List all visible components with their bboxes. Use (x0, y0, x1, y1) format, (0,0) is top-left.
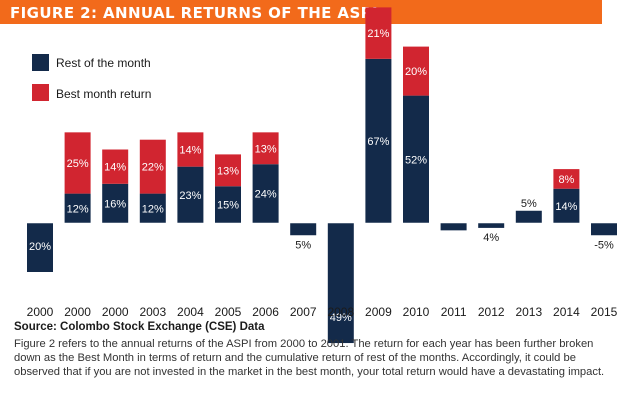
label-best-3: 22% (142, 162, 164, 174)
label-rest-9: 67% (367, 136, 389, 148)
year-tick-12: 2012 (478, 305, 505, 319)
label-best-14: 8% (558, 174, 574, 186)
legend-swatch-best (32, 84, 49, 101)
label-rest-12: 4% (483, 232, 499, 244)
year-tick-1: 2000 (64, 305, 91, 319)
legend-swatch-rest (32, 54, 49, 71)
label-rest-14: 14% (555, 201, 577, 213)
bar-rest-15 (591, 223, 617, 236)
year-tick-13: 2013 (515, 305, 542, 319)
year-tick-10: 2010 (403, 305, 430, 319)
label-rest-15: -5% (594, 239, 614, 251)
year-tick-15: 2015 (591, 305, 618, 319)
legend-label-rest: Rest of the month (56, 56, 151, 70)
label-best-9: 21% (367, 28, 389, 40)
label-rest-0: 20% (29, 241, 51, 253)
bar-rest-13 (515, 210, 542, 223)
chart-title: FIGURE 2: ANNUAL RETURNS OF THE ASPI (10, 4, 379, 22)
label-best-5: 13% (217, 165, 239, 177)
label-best-1: 25% (67, 158, 89, 170)
bar-rest-10 (403, 95, 429, 223)
year-tick-5: 2005 (215, 305, 242, 319)
bar-best-10 (403, 46, 429, 96)
bar-rest-9 (365, 58, 392, 223)
label-rest-10: 52% (405, 154, 427, 166)
bar-best-6 (252, 132, 279, 165)
title-bar: FIGURE 2: ANNUAL RETURNS OF THE ASPI (0, 0, 602, 24)
year-tick-2: 2000 (102, 305, 129, 319)
year-tick-4: 2004 (177, 305, 204, 319)
label-rest-6: 24% (255, 189, 277, 201)
year-tick-3: 2003 (139, 305, 166, 319)
bar-best-5 (215, 154, 241, 187)
year-tick-11: 2011 (441, 305, 467, 319)
year-tick-14: 2014 (553, 305, 580, 319)
bar-best-14 (553, 169, 580, 189)
bar-rest-0 (27, 223, 53, 272)
label-rest-3: 12% (142, 203, 164, 215)
label-rest-13: 5% (521, 198, 537, 210)
bar-best-9 (365, 7, 392, 59)
label-rest-5: 15% (217, 200, 239, 212)
bar-rest-4 (177, 166, 204, 223)
bar-rest-11 (440, 223, 467, 231)
label-rest-8: 49% (330, 312, 352, 324)
bar-rest-12 (478, 223, 505, 228)
bar-rest-7 (290, 223, 317, 236)
year-tick-6: 2006 (252, 305, 279, 319)
bar-rest-14 (553, 188, 580, 223)
label-best-4: 14% (179, 145, 201, 157)
bar-best-3 (139, 139, 166, 194)
bar-best-2 (102, 149, 129, 184)
year-tick-0: 2000 (27, 305, 54, 319)
label-best-10: 20% (405, 66, 427, 78)
label-rest-2: 16% (104, 198, 126, 210)
bar-rest-8 (327, 223, 354, 344)
year-tick-9: 2009 (365, 305, 392, 319)
label-best-6: 13% (255, 143, 277, 155)
year-tick-8: 2008 (327, 305, 354, 319)
label-rest-1: 12% (67, 203, 89, 215)
bar-best-4 (177, 132, 204, 167)
bar-rest-6 (252, 164, 279, 223)
label-best-2: 14% (104, 162, 126, 174)
source-note: Source: Colombo Stock Exchange (CSE) Dat… (14, 321, 265, 333)
bar-rest-5 (215, 186, 241, 223)
label-rest-7: 5% (295, 239, 311, 251)
bar-rest-2 (102, 183, 129, 223)
label-rest-4: 23% (179, 190, 201, 202)
bar-rest-1 (64, 193, 91, 223)
bar-rest-3 (139, 193, 166, 223)
bar-best-1 (64, 132, 91, 194)
year-tick-7: 2007 (290, 305, 317, 319)
figure-caption: Figure 2 refers to the annual returns of… (14, 338, 605, 378)
legend-label-best: Best month return (56, 87, 151, 101)
